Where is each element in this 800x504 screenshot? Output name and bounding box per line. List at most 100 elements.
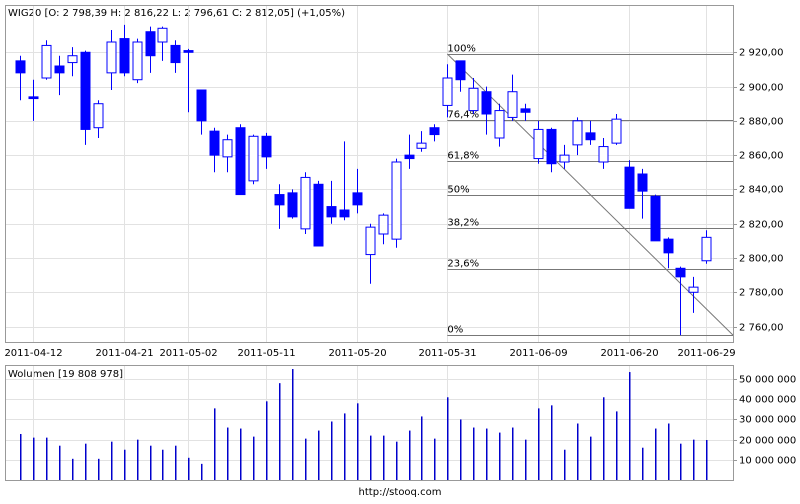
y-tick-label: 2 820,00	[739, 220, 784, 231]
candle-body	[365, 226, 376, 256]
candle-body	[145, 31, 156, 57]
candle-body	[41, 44, 52, 79]
volume-bar	[201, 463, 203, 480]
volume-bar	[98, 458, 100, 480]
candle-body	[170, 44, 181, 64]
candle-body	[28, 96, 39, 100]
volume-bar	[486, 428, 488, 480]
volume-bar	[655, 428, 657, 480]
candle-body	[378, 214, 389, 235]
volume-bar	[305, 438, 307, 480]
candle-body	[559, 154, 570, 163]
volume-bar	[499, 432, 501, 480]
candle-body	[287, 192, 298, 218]
candle-body	[183, 50, 194, 53]
candle-body	[132, 41, 143, 81]
fib-label: 61,8%	[447, 151, 479, 162]
y-tick-label: 2 900,00	[739, 83, 784, 94]
volume-bar	[266, 401, 268, 480]
candle-body	[157, 27, 168, 43]
candle-body	[352, 192, 363, 206]
candle-body	[468, 87, 479, 112]
candle-body	[119, 38, 130, 74]
candle-body	[196, 89, 207, 122]
volume-bar	[460, 419, 462, 480]
volume-bar	[188, 457, 190, 480]
candle-body	[391, 161, 402, 240]
volume-title: Wolumen [19 808 978]	[8, 369, 123, 380]
y-tick-label: 2 780,00	[739, 288, 784, 299]
chart-title: WIG20 [O: 2 798,39 H: 2 816,22 L: 2 796,…	[8, 8, 345, 19]
volume-bar	[421, 416, 423, 480]
candle-body	[404, 154, 415, 160]
candle-body	[650, 195, 661, 242]
candle-body	[585, 132, 596, 141]
candle-body	[106, 41, 117, 74]
y-tick-label: 2 880,00	[739, 117, 784, 128]
x-tick-label: 2011-05-11	[237, 348, 295, 359]
candle-body	[54, 65, 65, 74]
volume-bar	[331, 421, 333, 480]
candle-body	[235, 127, 246, 196]
candle-body	[663, 238, 674, 254]
y-tick-label: 50 000 000	[739, 375, 796, 386]
candle-body	[261, 135, 272, 158]
y-tick-label: 10 000 000	[739, 456, 796, 467]
x-tick-label: 2011-06-20	[600, 348, 658, 359]
y-tick-label: 40 000 000	[739, 395, 796, 406]
x-tick-label: 2011-06-29	[677, 348, 735, 359]
candle-body	[416, 142, 427, 149]
volume-bar	[59, 445, 61, 480]
candle-body	[222, 139, 233, 158]
fib-label: 100%	[447, 44, 476, 55]
candle-body	[326, 206, 337, 218]
candle-body	[688, 286, 699, 293]
volume-bar	[383, 435, 385, 480]
x-tick-label: 2011-05-20	[328, 348, 386, 359]
volume-bar	[150, 445, 152, 480]
volume-bar	[538, 408, 540, 480]
volume-bar	[434, 438, 436, 480]
volume-bar	[473, 427, 475, 480]
volume-bar	[616, 411, 618, 480]
x-tick-label: 2011-06-09	[509, 348, 567, 359]
y-tick-label: 30 000 000	[739, 415, 796, 426]
candle-body	[494, 110, 505, 139]
y-tick-label: 2 920,00	[739, 48, 784, 59]
volume-bar	[137, 439, 139, 480]
fib-label: 0%	[447, 325, 463, 336]
volume-bar	[680, 443, 682, 480]
volume-bar	[175, 445, 177, 480]
volume-panel	[5, 365, 734, 481]
candle-body	[300, 176, 311, 230]
volume-bar	[240, 428, 242, 480]
fib-label: 76,4%	[447, 110, 479, 121]
volume-bar	[642, 447, 644, 480]
volume-bar	[370, 435, 372, 480]
volume-bar	[344, 413, 346, 480]
volume-bar	[525, 439, 527, 480]
candle-body	[455, 60, 466, 81]
x-tick-label: 2011-05-31	[418, 348, 476, 359]
candle-body	[80, 51, 91, 130]
y-tick-label: 2 760,00	[739, 323, 784, 334]
volume-bar	[85, 443, 87, 480]
candle-body	[67, 55, 78, 64]
candle-body	[274, 194, 285, 206]
candle-body	[546, 128, 557, 165]
candle-body	[339, 209, 350, 218]
volume-bar	[706, 440, 708, 480]
candle-body	[481, 91, 492, 115]
volume-bar	[668, 423, 670, 480]
volume-bar	[111, 441, 113, 480]
candle-body	[611, 118, 622, 144]
volume-bar	[318, 430, 320, 480]
volume-bar	[46, 437, 48, 480]
y-tick-label: 20 000 000	[739, 436, 796, 447]
candle-body	[598, 146, 609, 163]
volume-bar	[564, 449, 566, 480]
volume-bar	[603, 397, 605, 480]
volume-bar	[33, 437, 35, 480]
trend-line	[446, 53, 734, 336]
